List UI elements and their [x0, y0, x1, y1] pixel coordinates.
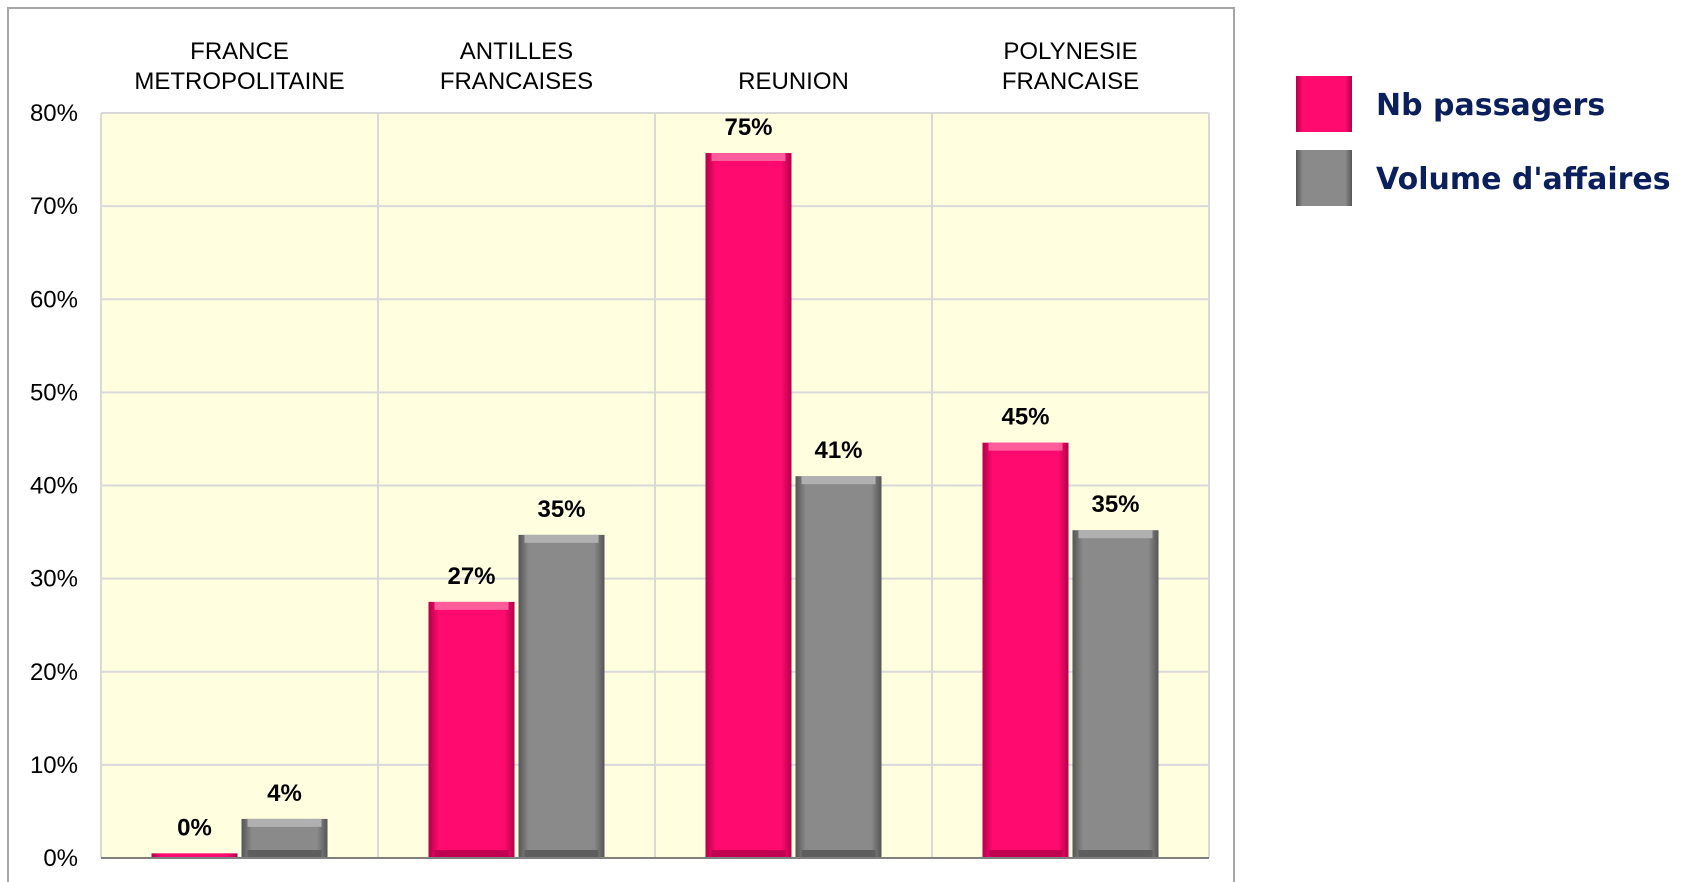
bar-bevel-bottom — [434, 850, 509, 858]
bar-bevel-bottom — [1078, 850, 1153, 858]
y-tick-label: 20% — [30, 659, 78, 686]
bars — [151, 153, 1159, 858]
bar-bevel-top — [247, 818, 322, 827]
category-labels: FRANCE METROPOLITAINE ANTILLES FRANCAISES RE… — [134, 38, 1139, 95]
data-label: 35% — [1091, 491, 1139, 518]
bar-bevel-bottom — [247, 850, 322, 858]
bar-bevel-top — [988, 442, 1063, 451]
y-tick-label: 0% — [43, 845, 78, 872]
gridlines — [100, 112, 1210, 859]
bar — [795, 476, 882, 858]
legend-label: Nb passagers — [1376, 88, 1605, 123]
bar-body — [151, 853, 238, 858]
bar — [1072, 530, 1159, 858]
category-label-line: POLYNESIE — [1003, 38, 1137, 65]
category-label-line: REUNION — [738, 68, 849, 95]
bar-body — [1072, 530, 1159, 858]
bar-bevel-top — [1078, 530, 1153, 539]
legend-swatch — [1296, 150, 1352, 206]
bar-body — [518, 534, 605, 858]
category-label-line: FRANCE — [190, 38, 289, 65]
bar — [241, 818, 328, 858]
bar-bevel-bottom — [711, 850, 786, 858]
y-axis-ticks: 0% 10% 20% 30% 40% 50% 60% 70% 80% — [30, 100, 78, 872]
bar — [518, 534, 605, 858]
legend: Nb passagers Volume d'affaires — [1296, 76, 1671, 206]
category-label: REUNION — [738, 68, 849, 95]
y-tick-label: 30% — [30, 566, 78, 593]
y-tick-label: 80% — [30, 100, 78, 127]
bar — [705, 153, 792, 858]
bar-body — [982, 442, 1069, 858]
bar-bevel-bottom — [524, 850, 599, 858]
category-label-line: FRANCAISES — [440, 68, 593, 95]
bar-bevel-top — [524, 534, 599, 543]
legend-label: Volume d'affaires — [1376, 162, 1671, 197]
legend-swatch — [1296, 76, 1352, 132]
bar-body — [795, 476, 882, 858]
category-label-line: ANTILLES — [460, 38, 573, 65]
category-label: ANTILLES FRANCAISES — [440, 38, 593, 95]
data-label: 41% — [814, 437, 862, 464]
legend-item: Volume d'affaires — [1296, 150, 1671, 206]
y-tick-label: 40% — [30, 473, 78, 500]
bar-body — [705, 153, 792, 858]
category-label: FRANCE METROPOLITAINE — [134, 38, 344, 95]
category-label-line: FRANCAISE — [1002, 68, 1139, 95]
bar-bevel-top — [434, 601, 509, 610]
legend-item: Nb passagers — [1296, 76, 1605, 132]
category-label: POLYNESIE FRANCAISE — [1002, 38, 1139, 95]
bar-bevel-top — [801, 476, 876, 485]
y-tick-label: 60% — [30, 286, 78, 313]
data-label: 45% — [1001, 404, 1049, 431]
data-label: 4% — [267, 780, 302, 807]
bar-bevel-top — [711, 153, 786, 162]
category-label-line: METROPOLITAINE — [134, 68, 344, 95]
data-label: 0% — [177, 814, 212, 841]
data-label: 27% — [447, 563, 495, 590]
data-labels: 0% 27% 75% 45% 4% 35% 41% 35% — [177, 114, 1139, 841]
y-tick-label: 70% — [30, 193, 78, 220]
bar-body — [428, 601, 515, 858]
bar — [982, 442, 1069, 858]
bar-bevel-bottom — [988, 850, 1063, 858]
y-tick-label: 50% — [30, 379, 78, 406]
bar-bevel-bottom — [801, 850, 876, 858]
data-label: 35% — [537, 496, 585, 523]
data-label: 75% — [724, 114, 772, 141]
y-tick-label: 10% — [30, 752, 78, 779]
bar — [428, 601, 515, 858]
bar — [151, 853, 238, 858]
